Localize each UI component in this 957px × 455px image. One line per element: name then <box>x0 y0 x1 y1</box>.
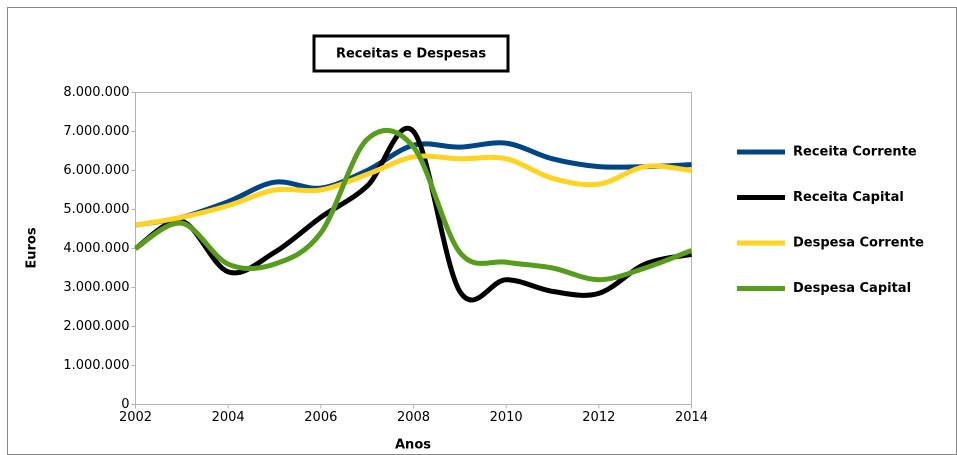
y-tick-label: 0 <box>121 397 129 412</box>
chart-border <box>7 7 957 455</box>
y-tick-label: 3.000.000 <box>63 280 129 295</box>
title-box <box>312 34 510 73</box>
x-tick-label: 2010 <box>490 410 523 425</box>
y-tick-label: 6.000.000 <box>63 163 129 178</box>
y-tick-label: 2.000.000 <box>63 319 129 334</box>
x-tick-label: 2002 <box>119 410 152 425</box>
x-axis-label: Anos <box>395 438 431 453</box>
plot-area <box>135 92 692 405</box>
series-line <box>135 153 692 228</box>
y-axis-label: Euros <box>25 227 40 268</box>
x-tick-label: 2006 <box>304 410 337 425</box>
x-tick-label: 2012 <box>582 410 615 425</box>
chart-title: Receitas e Despesas <box>336 47 486 62</box>
x-tick-label: 2008 <box>397 410 430 425</box>
x-tick-label: 2004 <box>212 410 245 425</box>
y-tick-label: 1.000.000 <box>63 358 129 373</box>
legend-label: Despesa Capital <box>793 281 911 296</box>
x-tick-label: 2014 <box>675 410 708 425</box>
y-tick-label: 8.000.000 <box>63 85 129 100</box>
legend-label: Receita Corrente <box>793 145 917 160</box>
y-tick-label: 4.000.000 <box>63 241 129 256</box>
legend-label: Receita Capital <box>793 190 904 205</box>
legend-label: Despesa Corrente <box>793 236 924 251</box>
series-line <box>134 125 693 303</box>
y-tick-label: 5.000.000 <box>63 202 129 217</box>
y-tick-label: 7.000.000 <box>63 124 129 139</box>
series-line <box>134 128 693 283</box>
